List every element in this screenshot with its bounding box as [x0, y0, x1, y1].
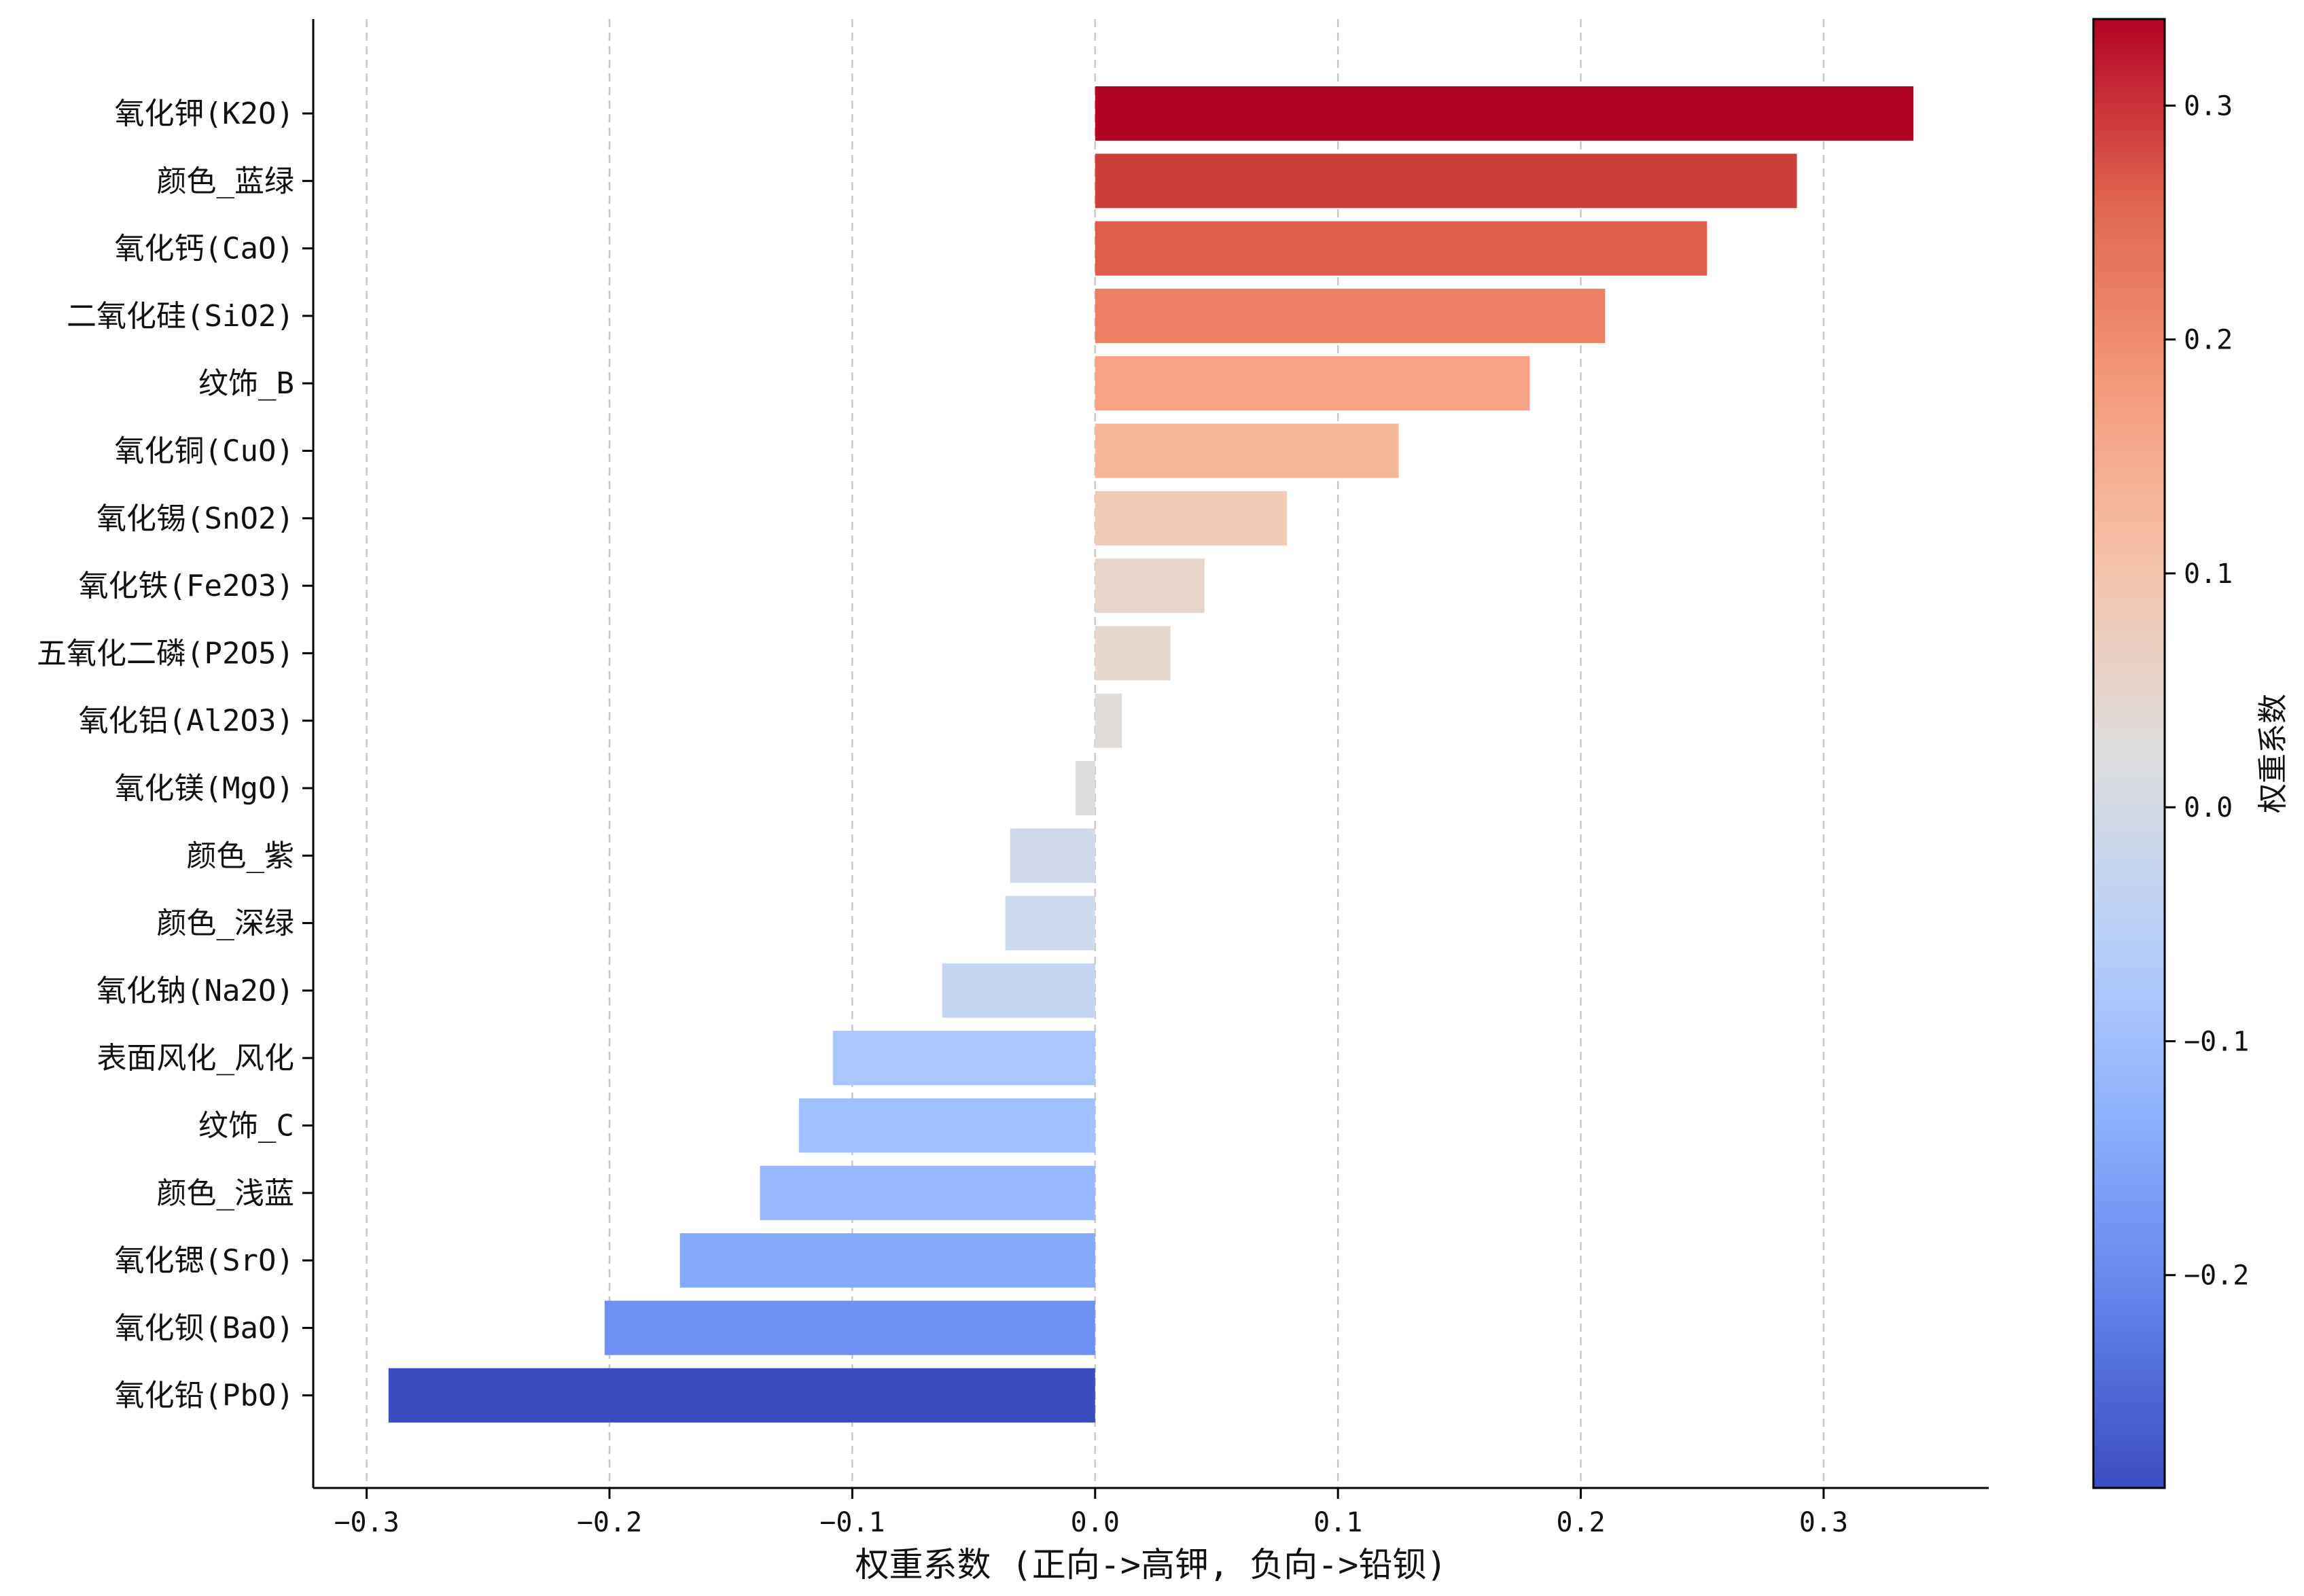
bar	[798, 1098, 1095, 1153]
category-label: 二氧化硅(SiO2)	[67, 299, 294, 334]
x-tick-label: 0.2	[1556, 1507, 1605, 1538]
x-tick-label: 0.0	[1071, 1507, 1120, 1538]
category-label: 氧化钡(BaO)	[115, 1311, 294, 1345]
bar	[760, 1165, 1095, 1220]
bar	[1095, 154, 1797, 209]
colorbar-tick-label: −0.2	[2184, 1260, 2249, 1292]
category-label: 氧化锶(SrO)	[115, 1243, 294, 1278]
category-label: 氧化铜(CuO)	[115, 434, 294, 469]
bar	[679, 1233, 1095, 1288]
category-label: 氧化钾(K2O)	[115, 96, 294, 131]
colorbar: −0.2 −0.1 0.0 0.1 0.2 0.3 权重系数	[2092, 18, 2290, 1489]
bar	[1010, 828, 1095, 883]
bar	[388, 1368, 1095, 1423]
colorbar-gradient	[2092, 18, 2166, 1489]
bar	[1095, 356, 1530, 411]
category-label: 表面风化_风化	[97, 1041, 295, 1076]
category-label: 颜色_浅蓝	[157, 1176, 295, 1211]
colorbar-title: 权重系数	[2256, 694, 2290, 813]
colorbar-tick-label: 0.3	[2184, 90, 2233, 122]
category-label: 氧化钙(CaO)	[115, 232, 294, 266]
x-tick-label: −0.1	[819, 1507, 885, 1538]
bar	[1095, 288, 1606, 343]
x-ticks: −0.3 −0.2 −0.1 0.0 0.1 0.2 0.3	[334, 1488, 1848, 1538]
bar	[1095, 693, 1122, 748]
category-label: 氧化钠(Na2O)	[96, 974, 294, 1008]
colorbar-tick-label: 0.0	[2184, 792, 2233, 823]
category-label: 氧化镁(MgO)	[115, 771, 294, 806]
colorbar-tick-label: 0.1	[2184, 558, 2233, 590]
bar	[1095, 558, 1205, 614]
bar	[1095, 86, 1914, 141]
category-label: 氧化铁(Fe2O3)	[79, 569, 294, 603]
colorbar-tick-label: 0.2	[2184, 325, 2233, 356]
category-label: 纹饰_C	[198, 1109, 294, 1143]
category-label: 五氧化二磷(P2O5)	[37, 636, 294, 671]
category-label: 氧化铝(Al2O3)	[79, 704, 294, 739]
category-label: 氧化铅(PbO)	[115, 1379, 294, 1413]
colorbar-ticks: −0.2 −0.1 0.0 0.1 0.2 0.3	[2165, 90, 2249, 1292]
bar	[1095, 491, 1288, 546]
x-tick-label: −0.3	[334, 1507, 399, 1538]
bar	[1076, 761, 1095, 815]
category-label: 颜色_蓝绿	[157, 164, 295, 198]
axes	[312, 19, 1989, 1489]
x-tick-label: 0.1	[1313, 1507, 1362, 1538]
bar	[942, 963, 1095, 1018]
bar	[1095, 221, 1707, 276]
bars	[388, 86, 1914, 1423]
bar	[832, 1031, 1095, 1086]
category-label: 颜色_深绿	[157, 906, 295, 941]
x-axis-title: 权重系数 (正向->高钾, 负向->铅钡)	[855, 1545, 1447, 1584]
bar	[1095, 423, 1399, 478]
bar	[1005, 895, 1095, 951]
x-tick-label: 0.3	[1799, 1507, 1848, 1538]
category-label: 氧化锡(SnO2)	[96, 501, 294, 536]
x-tick-label: −0.2	[577, 1507, 642, 1538]
colorbar-tick-label: −0.1	[2184, 1026, 2249, 1057]
category-label: 纹饰_B	[198, 366, 294, 401]
bar	[604, 1300, 1095, 1355]
category-label: 颜色_紫	[187, 838, 295, 873]
bar	[1095, 626, 1171, 681]
